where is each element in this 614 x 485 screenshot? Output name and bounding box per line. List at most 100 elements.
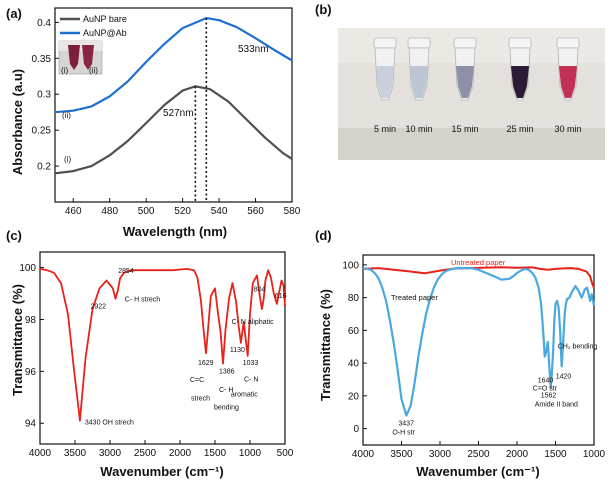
panel-a-plot-frame — [54, 7, 293, 203]
panel-a-xtick-label: 580 — [284, 206, 301, 217]
tube-cap-1 — [373, 37, 397, 49]
panel-a-ticks: 460 480 500 520 540 560 580 0.2 0.25 0.3 0.35 0.4 — [32, 18, 301, 217]
ftir-d-annotation: 1562 — [541, 393, 557, 400]
ftir-c-annotation: 1033 — [243, 360, 259, 367]
panel-d: (d) Transmittance (%) Wavenumber (cm⁻¹) … — [315, 228, 606, 479]
panel-d-ytick-label: 60 — [348, 326, 360, 337]
ftir-d-annotation: 1640 — [538, 378, 554, 385]
panel-a-xlabel: Wavelength (nm) — [123, 224, 227, 239]
panel-c: (c) Transmittance (%) Wavenumber (cm⁻¹) … — [6, 228, 294, 479]
ftir-c-annotation: 2922 — [91, 304, 107, 311]
ftir-c-annotation: 1629 — [198, 360, 214, 367]
tube-label-2: 10 min — [405, 124, 432, 134]
panel-a-ytick-label: 0.3 — [37, 90, 51, 101]
panel-c-ylabel: Transmittance (%) — [10, 284, 25, 396]
ftir-c-annotation: 2854 — [118, 268, 134, 275]
panel-d-ylabel: Transmittance (%) — [318, 289, 333, 401]
inset-photo: (i) (ii) — [58, 40, 103, 75]
legend-label-ab: AuNP@Ab — [83, 28, 127, 38]
panel-d-ticks: 4000 3500 3000 2500 2000 1500 1000 0 20 40 60 80 100 — [342, 260, 605, 460]
panel-a: (a) Absorbance (a.u) Wavelength (nm) 460… — [6, 6, 301, 239]
panel-c-xtick-label: 1000 — [239, 448, 262, 459]
tube-label-4: 25 min — [506, 124, 533, 134]
inset-label-ii: (ii) — [89, 66, 98, 75]
panel-d-xtick-label: 3500 — [390, 449, 413, 460]
panel-a-ytick-label: 0.4 — [37, 18, 51, 29]
ftir-c-annotation: 3430 OH strech — [85, 420, 134, 427]
tube-liquid-1 — [376, 66, 394, 98]
ftir-d-annotation: 1420 — [556, 373, 572, 380]
ftir-c-annotation: 1386 — [219, 369, 235, 376]
ftir-d-annotation: CH₂ bending — [558, 344, 598, 351]
panel-a-ytick-label: 0.2 — [37, 162, 51, 173]
panel-d-ytick-label: 0 — [353, 424, 359, 435]
tube-cap-4 — [508, 37, 532, 49]
series-line-aunp-bare — [54, 85, 293, 175]
panel-c-series — [39, 268, 286, 422]
ftir-d-annotation: Amide II band — [535, 402, 578, 409]
panel-c-label: (c) — [6, 228, 22, 243]
panel-d-xtick-label: 4000 — [352, 449, 375, 460]
curve-label-i: (i) — [64, 155, 71, 164]
panel-c-plot-frame — [39, 251, 286, 445]
series-line-ftir — [39, 268, 286, 422]
ftir-d-annotation: C=O str — [533, 386, 558, 393]
panel-a-xtick-label: 480 — [101, 206, 118, 217]
series-line-untreated-paper — [362, 266, 595, 289]
tube-label-5: 30 min — [554, 124, 581, 134]
ftir-c-annotation: aromatic — [231, 392, 258, 399]
panel-b-label: (b) — [315, 2, 332, 17]
tube-liquid-3 — [456, 66, 474, 98]
panel-c-ytick-label: 100 — [19, 263, 36, 274]
panel-d-xtick-label: 1500 — [544, 449, 567, 460]
inset-tube-i — [68, 45, 80, 70]
panel-c-xtick-label: 2500 — [134, 448, 157, 459]
panel-c-ytick-label: 96 — [25, 367, 37, 378]
panel-d-ytick-label: 40 — [348, 359, 360, 370]
tube-label-1: 5 min — [374, 124, 396, 134]
photo-tubes: 5 min 10 min 15 min 25 min 30 min — [373, 37, 582, 134]
tube-cap-2 — [407, 37, 431, 49]
inset-label-i: (i) — [61, 66, 68, 75]
ftir-d-annotation: O-H str — [392, 430, 415, 437]
ftir-c-annotation: 1130 — [230, 347, 245, 354]
panel-d-ytick-label: 20 — [348, 391, 360, 402]
series-line-aunp-ab — [54, 17, 293, 114]
panel-d-ytick-label: 100 — [342, 260, 359, 271]
panel-d-ytick-label: 80 — [348, 293, 360, 304]
tube-liquid-2 — [410, 66, 428, 98]
panel-c-xtick-label: 3000 — [99, 448, 122, 459]
ftir-c-annotation: C- H — [219, 387, 233, 394]
inset-tube-ii — [82, 45, 94, 70]
annotation-527nm: 527nm — [163, 108, 194, 119]
panel-a-xtick-label: 460 — [65, 206, 82, 217]
tube-label-3: 15 min — [451, 124, 478, 134]
ftir-c-annotation: C=C — [190, 377, 204, 384]
tube-cap-3 — [453, 37, 477, 49]
panel-d-xtick-label: 2500 — [467, 449, 490, 460]
panel-c-xtick-label: 500 — [277, 448, 294, 459]
panel-c-xlabel: Wavenumber (cm⁻¹) — [100, 464, 223, 479]
legend-treated-paper: Treated paper — [391, 293, 438, 302]
panel-c-ytick-label: 98 — [25, 315, 37, 326]
panel-d-xtick-label: 3000 — [429, 449, 452, 460]
panel-c-ytick-label: 94 — [25, 419, 37, 430]
panel-a-xtick-label: 500 — [138, 206, 155, 217]
curve-label-ii: (ii) — [62, 111, 71, 120]
panel-a-series — [54, 17, 293, 175]
ftir-c-annotation: 804 — [254, 287, 266, 294]
ftir-c-annotation: C- H strech — [125, 297, 161, 304]
panel-a-xtick-label: 540 — [211, 206, 228, 217]
panel-a-xtick-label: 520 — [174, 206, 191, 217]
ftir-c-annotation: strech — [191, 395, 210, 402]
tube-liquid-5 — [559, 66, 577, 98]
tube-liquid-4 — [511, 66, 529, 98]
panel-a-label: (a) — [6, 6, 22, 21]
tube-cap-5 — [556, 37, 580, 49]
panel-b: (b) 5 min 10 min 15 min 25 min 30 min — [315, 2, 605, 160]
legend-untreated-paper: Untreated paper — [451, 258, 506, 267]
panel-d-label: (d) — [315, 228, 332, 243]
panel-a-ylabel: Absorbance (a.u) — [10, 69, 25, 175]
